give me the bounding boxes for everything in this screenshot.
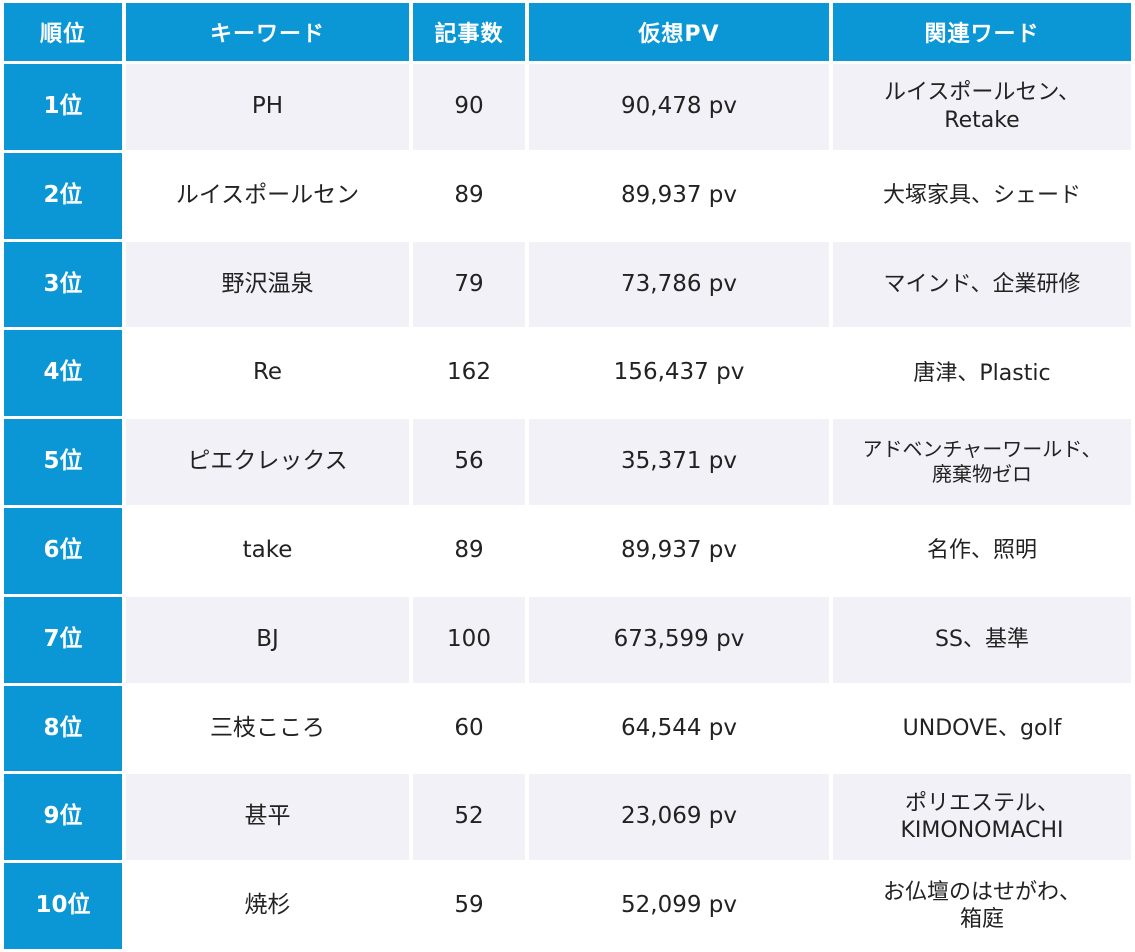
header-keyword: キーワード (126, 3, 409, 61)
related-cell: 名作、照明 (833, 507, 1131, 594)
related-line: 廃棄物ゼロ (932, 462, 1032, 487)
articles-cell: 79 (413, 241, 525, 328)
keyword-cell: take (126, 507, 409, 594)
related-cell: マインド、企業研修 (833, 241, 1131, 328)
table-row: 4位 Re 162 156,437 pv 唐津、Plastic (4, 330, 1131, 417)
table-row: 7位 BJ 100 673,599 pv SS、基準 (4, 596, 1131, 683)
table-body: 1位 PH 90 90,478 pv ルイスポールセン、 Retake 2位 ル… (4, 64, 1131, 949)
related-line: SS、基準 (935, 626, 1029, 652)
table-row: 9位 甚平 52 23,069 pv ポリエステル、 KIMONOMACHI (4, 774, 1131, 861)
header-row: 順位 キーワード 記事数 仮想PV 関連ワード (4, 3, 1131, 61)
rank-cell: 4位 (4, 330, 122, 417)
related-line: 箱庭 (959, 907, 1004, 933)
rank-cell: 3位 (4, 241, 122, 328)
rank-cell: 10位 (4, 863, 122, 949)
articles-cell: 59 (413, 863, 525, 949)
articles-cell: 52 (413, 774, 525, 861)
articles-cell: 162 (413, 330, 525, 417)
related-cell: 唐津、Plastic (833, 330, 1131, 417)
related-line: お仏壇のはせがわ、 (882, 879, 1081, 905)
related-cell: SS、基準 (833, 596, 1131, 683)
related-line: KIMONOMACHI (900, 818, 1064, 844)
rank-cell: 8位 (4, 685, 122, 772)
pv-cell: 156,437 pv (529, 330, 829, 417)
related-cell: ルイスポールセン、 Retake (833, 64, 1131, 150)
related-cell: UNDOVE、golf (833, 685, 1131, 772)
keyword-cell: ルイスポールセン (126, 152, 409, 239)
rank-cell: 7位 (4, 596, 122, 683)
pv-cell: 64,544 pv (529, 685, 829, 772)
related-line: ポリエステル、 (904, 790, 1059, 816)
keyword-cell: PH (126, 64, 409, 150)
pv-cell: 673,599 pv (529, 596, 829, 683)
keyword-cell: Re (126, 330, 409, 417)
keyword-cell: ピエクレックス (126, 419, 409, 505)
related-line: 大塚家具、シェード (882, 182, 1081, 208)
header-articles: 記事数 (413, 3, 525, 61)
table-row: 8位 三枝こころ 60 64,544 pv UNDOVE、golf (4, 685, 1131, 772)
related-line: Retake (944, 107, 1020, 133)
articles-cell: 89 (413, 507, 525, 594)
rank-cell: 1位 (4, 64, 122, 150)
related-line: UNDOVE、golf (902, 715, 1062, 741)
rank-cell: 9位 (4, 774, 122, 861)
related-line: アドベンチャーワールド、 (862, 437, 1102, 462)
header-rank: 順位 (4, 3, 122, 61)
table-row: 6位 take 89 89,937 pv 名作、照明 (4, 507, 1131, 594)
pv-cell: 23,069 pv (529, 774, 829, 861)
table-row: 3位 野沢温泉 79 73,786 pv マインド、企業研修 (4, 241, 1131, 328)
pv-cell: 52,099 pv (529, 863, 829, 949)
header-related: 関連ワード (833, 3, 1131, 61)
related-cell: 大塚家具、シェード (833, 152, 1131, 239)
pv-cell: 89,937 pv (529, 507, 829, 594)
related-cell: アドベンチャーワールド、 廃棄物ゼロ (833, 419, 1131, 505)
keyword-cell: 焼杉 (126, 863, 409, 949)
articles-cell: 90 (413, 64, 525, 150)
header-pv: 仮想PV (529, 3, 829, 61)
articles-cell: 100 (413, 596, 525, 683)
keyword-cell: 野沢温泉 (126, 241, 409, 328)
keyword-cell: 三枝こころ (126, 685, 409, 772)
table-row: 10位 焼杉 59 52,099 pv お仏壇のはせがわ、 箱庭 (4, 863, 1131, 949)
table-row: 2位 ルイスポールセン 89 89,937 pv 大塚家具、シェード (4, 152, 1131, 239)
articles-cell: 56 (413, 419, 525, 505)
pv-cell: 90,478 pv (529, 64, 829, 150)
related-line: ルイスポールセン、 (883, 80, 1081, 106)
articles-cell: 60 (413, 685, 525, 772)
pv-cell: 35,371 pv (529, 419, 829, 505)
related-line: マインド、企業研修 (883, 271, 1081, 297)
table-row: 1位 PH 90 90,478 pv ルイスポールセン、 Retake (4, 64, 1131, 150)
rank-cell: 2位 (4, 152, 122, 239)
related-line: 名作、照明 (926, 538, 1037, 564)
keyword-cell: BJ (126, 596, 409, 683)
pv-cell: 73,786 pv (529, 241, 829, 328)
keyword-cell: 甚平 (126, 774, 409, 861)
related-line: 唐津、Plastic (913, 360, 1051, 386)
pv-cell: 89,937 pv (529, 152, 829, 239)
rank-cell: 5位 (4, 419, 122, 505)
rank-cell: 6位 (4, 507, 122, 594)
related-cell: ポリエステル、 KIMONOMACHI (833, 774, 1131, 861)
articles-cell: 89 (413, 152, 525, 239)
related-cell: お仏壇のはせがわ、 箱庭 (833, 863, 1131, 949)
table-row: 5位 ピエクレックス 56 35,371 pv アドベンチャーワールド、 廃棄物… (4, 419, 1131, 505)
